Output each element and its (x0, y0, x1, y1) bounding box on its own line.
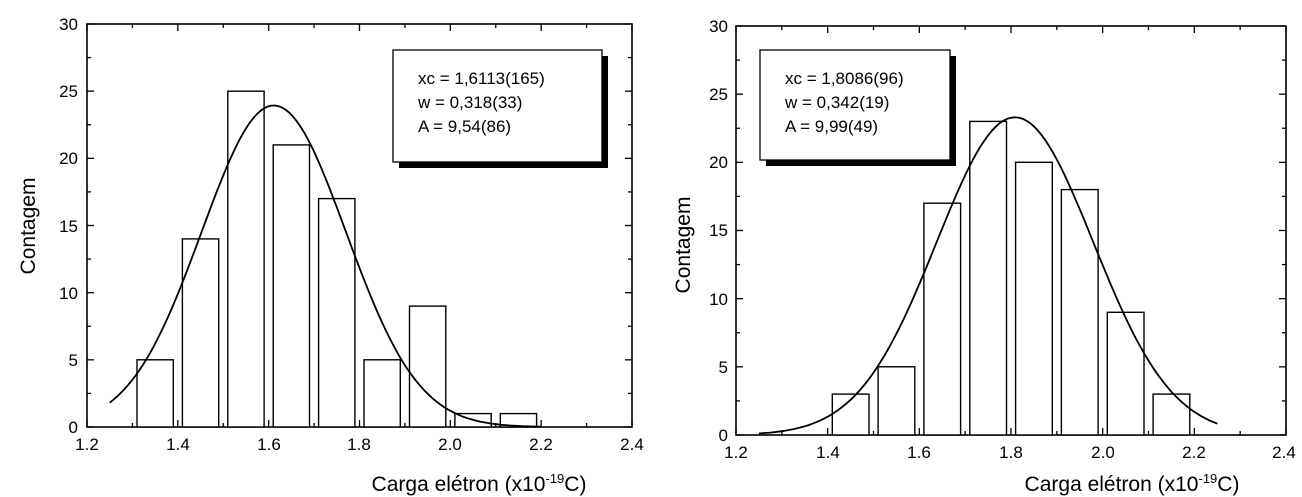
y-axis-title-1: Contagem (17, 178, 40, 275)
y-tick-label: 5 (719, 358, 728, 377)
x-tick-label: 1.8 (347, 435, 371, 454)
ticks-2 (735, 25, 1287, 436)
legend-1: xc = 1,6113(165) w = 0,318(33) A = 9,54(… (392, 49, 608, 168)
histogram-bar (1152, 393, 1191, 436)
x-tick-label: 1.6 (907, 443, 931, 462)
x-tick-label: 2.4 (1272, 443, 1296, 462)
x-axis-title-1: Carga elétron (x10-19C) (372, 471, 587, 496)
histogram-bar (923, 202, 962, 436)
legend-box-1 (392, 49, 603, 163)
y-tick-label: 25 (709, 85, 728, 104)
ticks-1 (86, 23, 633, 428)
legend-box-2 (759, 49, 951, 161)
histogram-bar (499, 412, 538, 428)
y-tick-label: 20 (59, 149, 78, 168)
x-tick-label: 2.4 (620, 435, 644, 454)
x-tick-label: 1.2 (75, 435, 99, 454)
gaussian-fit-curve-1 (109, 104, 542, 428)
legend-line: xc = 1,8086(96) (785, 69, 904, 88)
histogram-bar (272, 144, 311, 428)
y-axis-title-2: Contagem (672, 197, 695, 294)
x-axis-title-main-1: Carga elétron (x10 (372, 473, 546, 496)
x-axis-title-2: Carga elétron (x10-19C) (1025, 471, 1240, 496)
y-tick-label: 20 (709, 153, 728, 172)
x-tick-label: 2.0 (438, 435, 462, 454)
x-axis-title-main-2: Carga elétron (x10 (1025, 473, 1199, 496)
histogram-bar (317, 197, 356, 428)
y-tick-label: 30 (59, 15, 78, 34)
chart-1: Contagem Carga elétron (x10-19C) 1.2 1.4… (17, 15, 644, 496)
legend-line: w = 0,342(19) (784, 93, 889, 112)
bars-2 (831, 120, 1191, 436)
y-tick-label: 25 (59, 82, 78, 101)
histogram-bar (227, 90, 265, 428)
x-tick-label: 1.6 (257, 435, 281, 454)
x-tick-label: 1.8 (999, 443, 1023, 462)
legend-line: A = 9,99(49) (785, 117, 878, 136)
histogram-bar (408, 305, 447, 428)
histogram-bar (1060, 188, 1099, 436)
legend-line: xc = 1,6113(165) (418, 69, 545, 88)
x-axis-title-unit-2: C) (1217, 473, 1239, 496)
x-tick-labels-2: 1.2 1.4 1.6 1.8 2.0 2.2 2.4 (724, 443, 1296, 462)
histogram-bar (1014, 161, 1053, 436)
y-tick-label: 5 (69, 351, 78, 370)
histogram-bar (969, 120, 1008, 436)
y-tick-label: 0 (719, 426, 728, 445)
gaussian-fit-curve-2 (758, 116, 1218, 435)
y-tick-label: 0 (69, 418, 78, 437)
legend-2: xc = 1,8086(96) w = 0,342(19) A = 9,99(4… (759, 49, 956, 166)
x-tick-label: 1.4 (166, 435, 190, 454)
y-tick-label: 10 (709, 290, 728, 309)
histogram-bar (181, 238, 220, 428)
legend-line: w = 0,318(33) (417, 93, 522, 112)
x-tick-labels-1: 1.2 1.4 1.6 1.8 2.0 2.2 2.4 (75, 435, 644, 454)
y-tick-label: 15 (59, 217, 78, 236)
x-tick-label: 2.2 (529, 435, 553, 454)
histogram-bar (877, 366, 916, 436)
y-tick-labels-1: 0 5 10 15 20 25 30 (59, 15, 78, 437)
x-tick-label: 2.0 (1091, 443, 1115, 462)
histogram-bar (1106, 311, 1145, 436)
y-tick-labels-2: 0 5 10 15 20 25 30 (709, 17, 728, 445)
x-tick-label: 2.2 (1182, 443, 1206, 462)
histogram-bar (363, 359, 401, 428)
histogram-bar (136, 359, 174, 428)
x-tick-label: 1.2 (724, 443, 748, 462)
x-axis-title-exponent-2: -19 (1198, 471, 1217, 486)
x-axis-title-unit-1: C) (564, 473, 586, 496)
y-tick-label: 15 (709, 221, 728, 240)
y-tick-label: 10 (59, 284, 78, 303)
y-tick-label: 30 (709, 17, 728, 36)
legend-line: A = 9,54(86) (418, 117, 511, 136)
chart-2: Contagem Carga elétron (x10-19C) 1.2 1.4… (672, 17, 1296, 496)
x-axis-title-exponent-1: -19 (545, 471, 564, 486)
bars-1 (136, 90, 538, 428)
x-tick-label: 1.4 (816, 443, 840, 462)
